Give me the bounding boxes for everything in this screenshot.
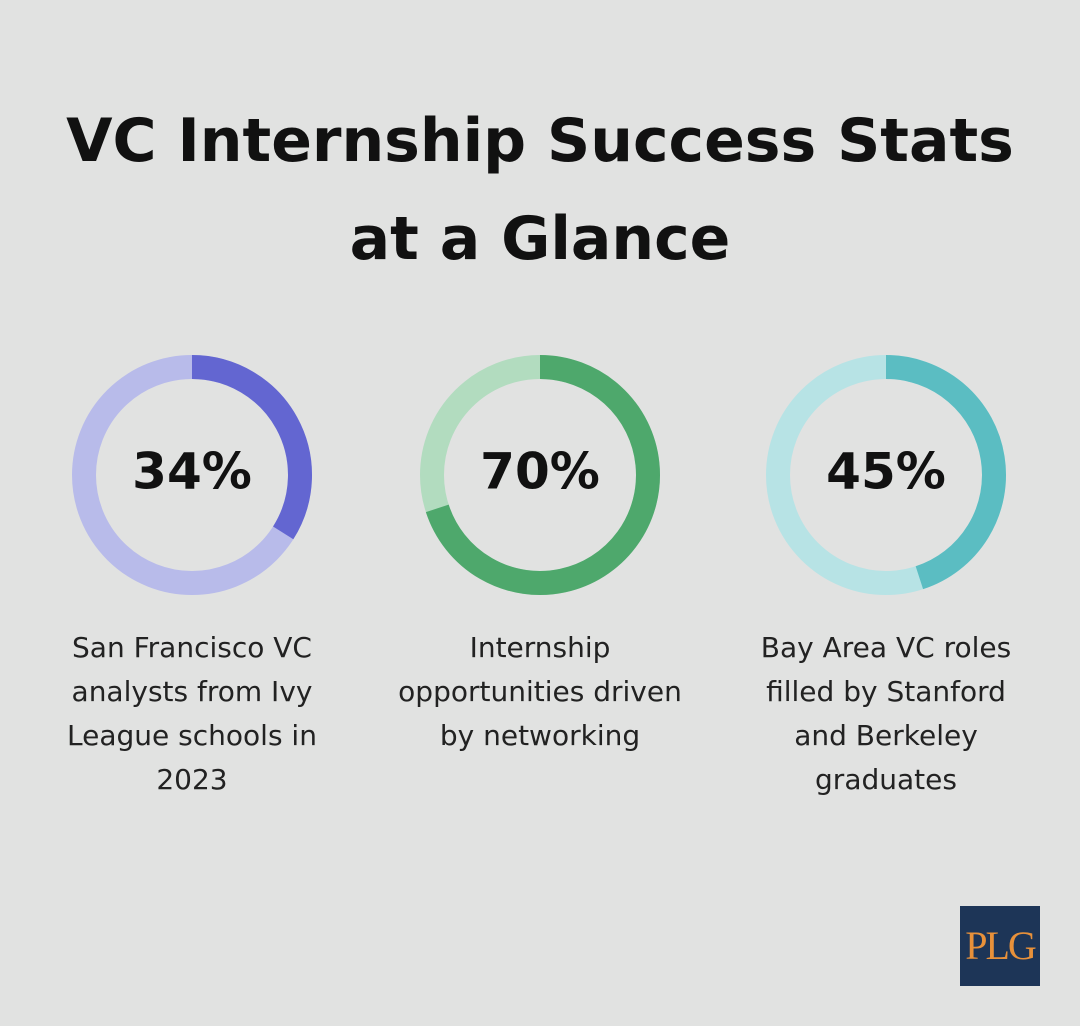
title: VC Internship Success Stats at a Glance	[66, 106, 1014, 274]
donut-arc	[885, 355, 1006, 590]
value-label: 70%	[480, 443, 600, 501]
caption: Bay Area VC roles filled by Stanford and…	[760, 631, 1012, 796]
caption: San Francisco VC analysts from Ivy Leagu…	[67, 631, 317, 796]
donut-arc	[425, 355, 660, 595]
donut-arc	[191, 355, 312, 540]
value-label: 45%	[826, 443, 946, 501]
logo: PLG	[960, 906, 1040, 986]
value-label: 34%	[132, 443, 252, 501]
caption: Internship opportunities driven by netwo…	[398, 631, 682, 752]
